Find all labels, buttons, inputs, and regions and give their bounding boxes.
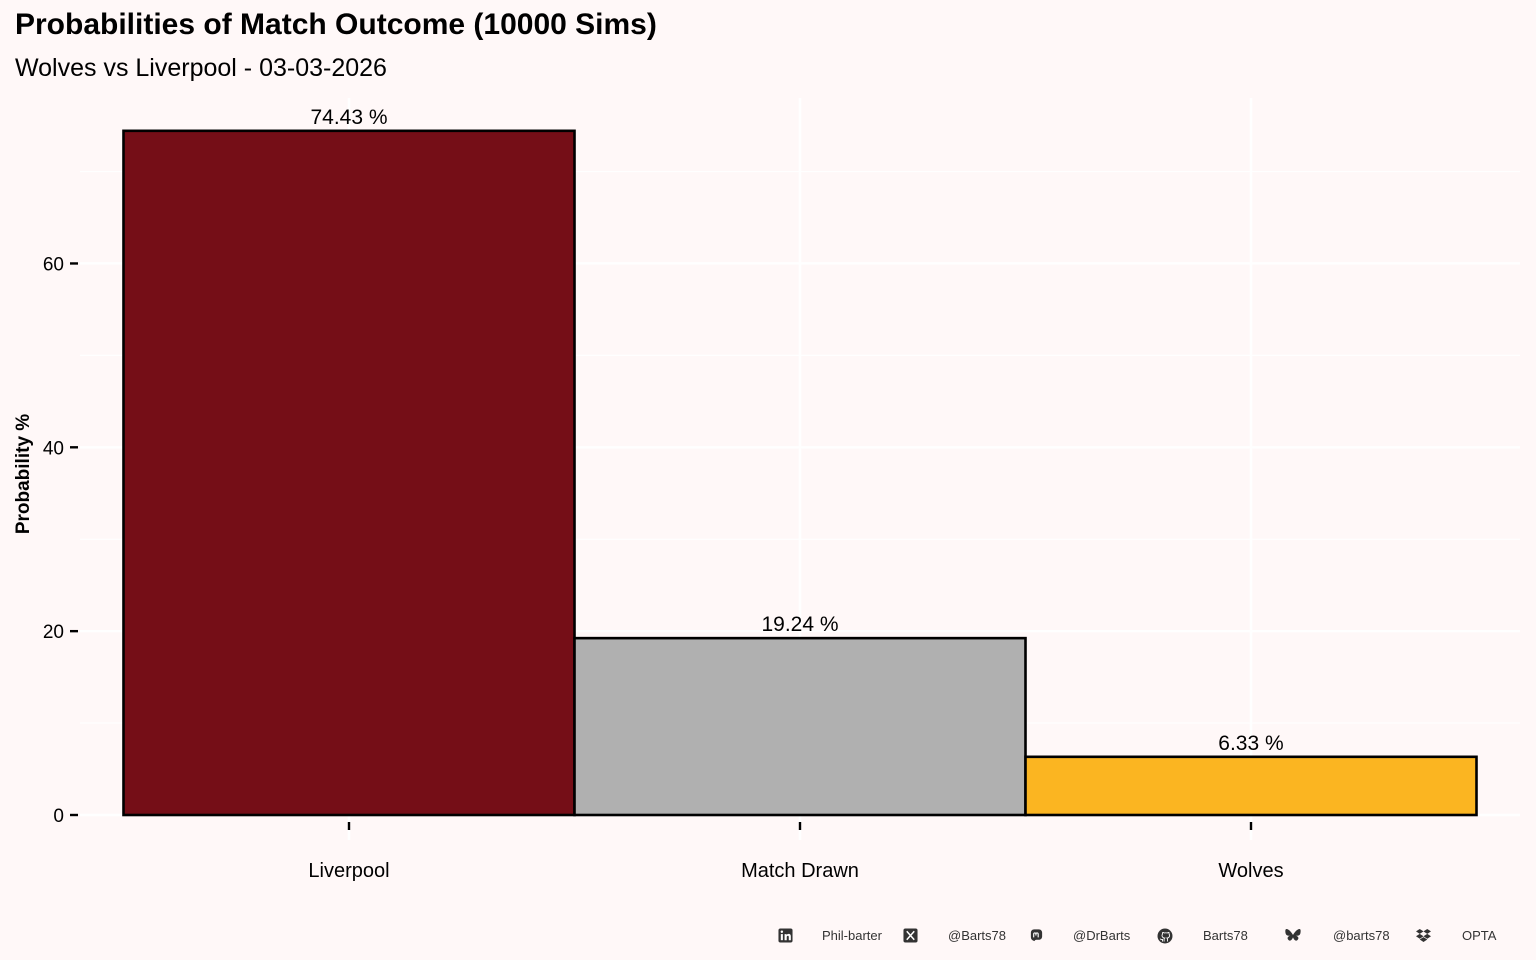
y-tick-label: 0 (53, 806, 64, 827)
data-label: 74.43 % (310, 106, 387, 129)
social-footer: Phil-barter @Barts78 @DrBarts Barts78 @b… (0, 924, 1536, 948)
github-icon (1157, 924, 1173, 944)
footer-label-mastodon: @DrBarts (1073, 928, 1131, 943)
y-tick-label: 40 (43, 438, 64, 459)
mastodon-icon (1029, 924, 1044, 943)
y-tick-label: 60 (43, 254, 64, 275)
footer-label-github: Barts78 (1203, 928, 1248, 943)
bar-match-drawn (573, 636, 1027, 817)
x-twitter-icon (903, 924, 918, 943)
footer-label-linkedin: Phil-barter (822, 928, 882, 943)
y-tick-label: 20 (43, 622, 64, 643)
footer-label-source: OPTA (1462, 928, 1497, 943)
footer-label-bluesky: @barts78 (1333, 928, 1390, 943)
bluesky-icon (1284, 924, 1302, 943)
x-tick-label: Wolves (1218, 860, 1283, 882)
footer-label-x: @Barts78 (948, 928, 1006, 943)
bar-liverpool (122, 129, 576, 817)
x-tick-label: Liverpool (308, 860, 389, 882)
y-axis-title: Probability % (13, 414, 34, 534)
data-label: 6.33 % (1218, 732, 1283, 755)
bar-wolves (1024, 755, 1478, 817)
chart-title: Probabilities of Match Outcome (10000 Si… (15, 8, 657, 41)
linkedin-icon (778, 924, 793, 943)
dropbox-icon (1415, 924, 1432, 943)
data-label: 19.24 % (761, 613, 838, 636)
x-tick-label: Match Drawn (741, 860, 859, 882)
chart-subtitle: Wolves vs Liverpool - 03-03-2026 (15, 54, 387, 82)
